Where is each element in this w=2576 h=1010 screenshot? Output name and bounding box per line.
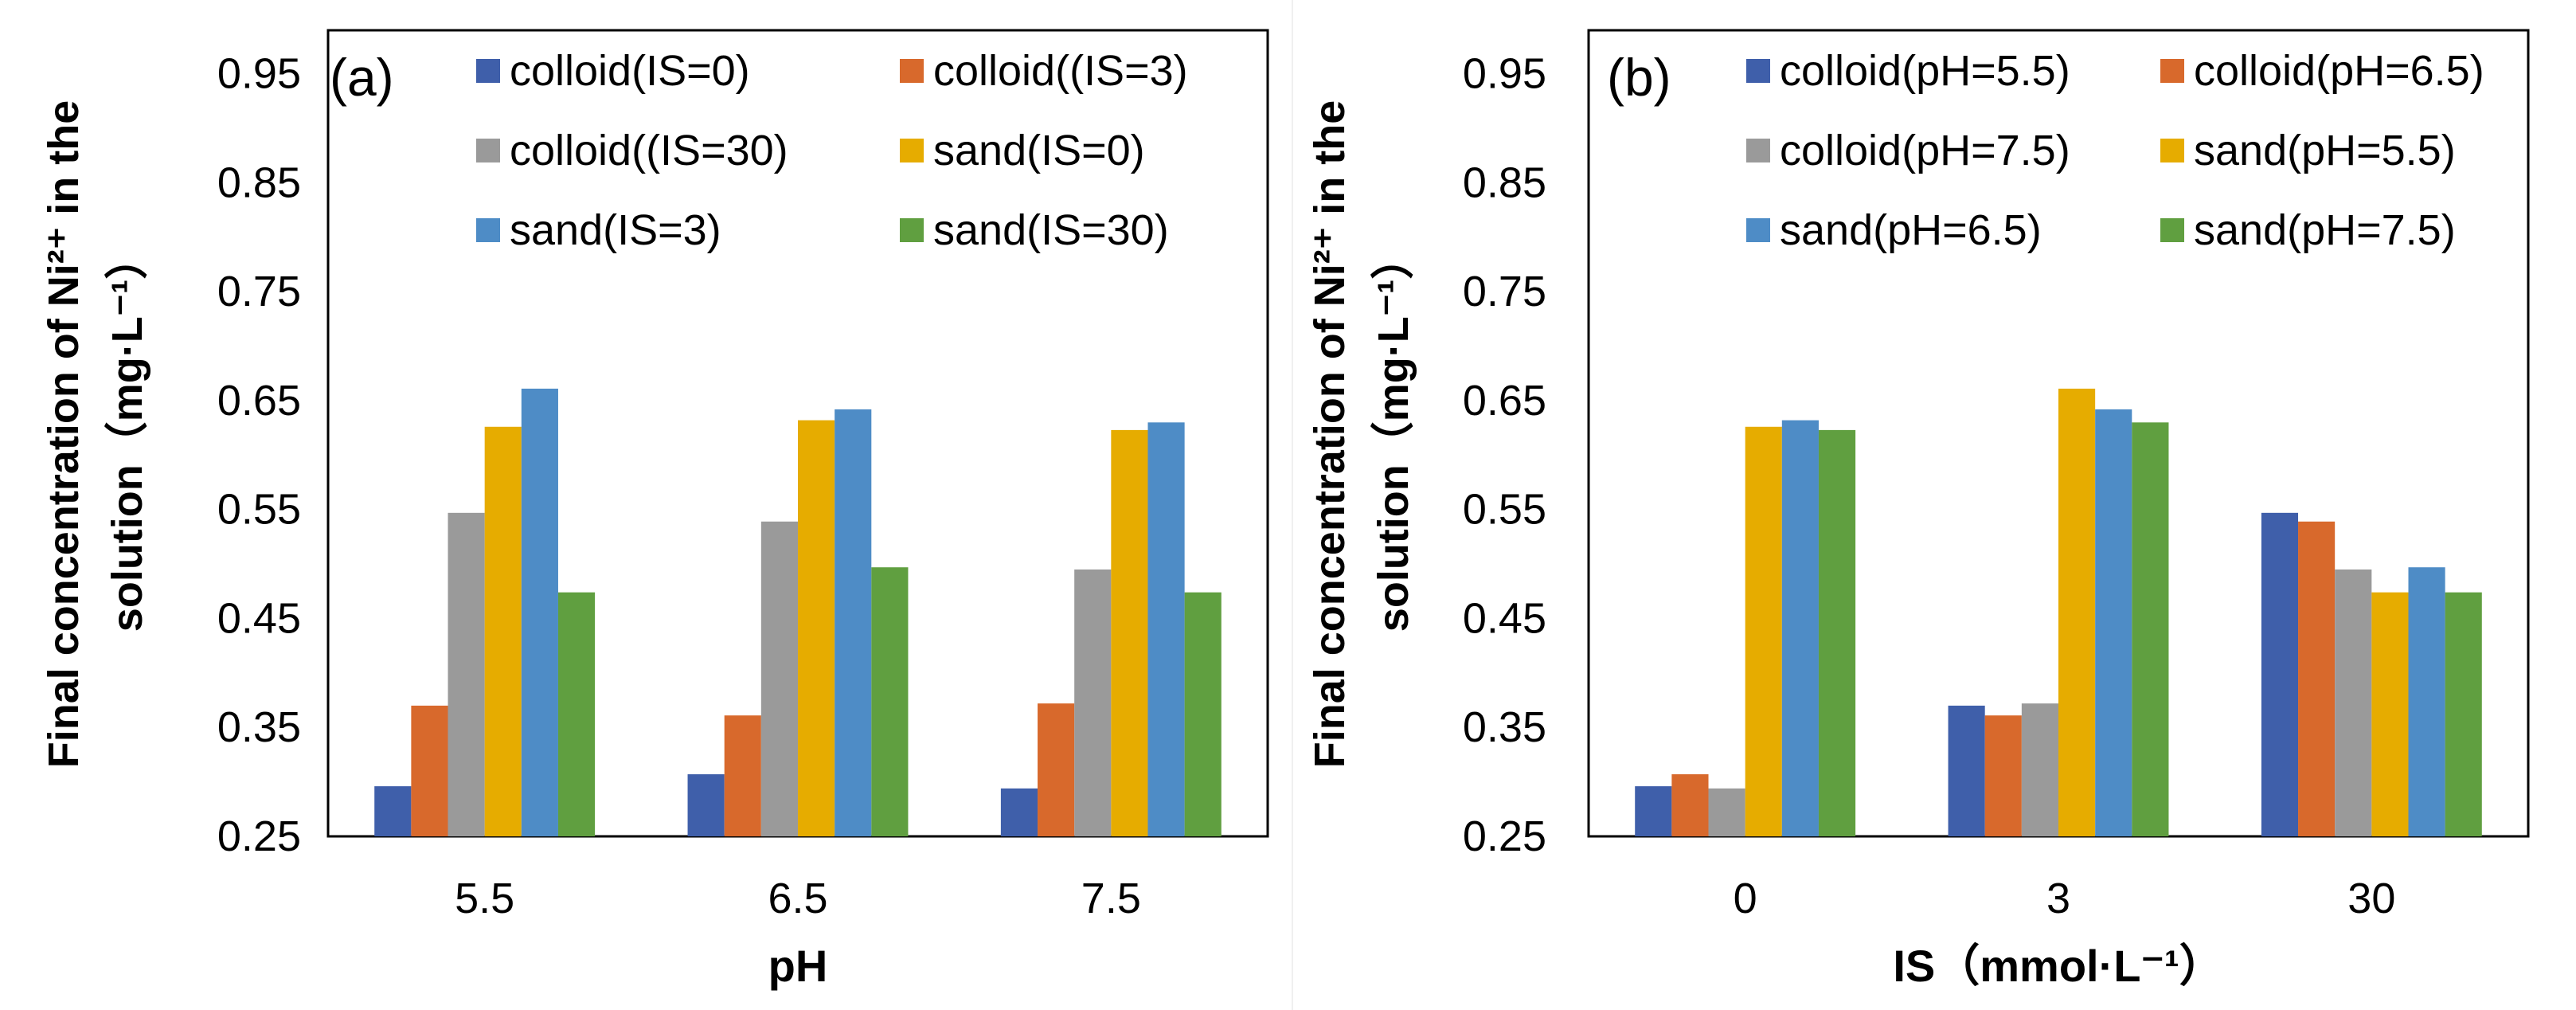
y-tick-label: 0.25: [1463, 812, 1546, 860]
chart-panel-b: 0.25 0.35 0.45 0.55 0.65 0.75 0.85 0.95 Final co…: [1306, 29, 2530, 991]
y-tick-label: 0.35: [1463, 703, 1546, 751]
legend-label: sand(IS=3): [510, 206, 721, 254]
y-axis-label: Final concentration of Ni²⁺ in the soluti…: [1306, 100, 1417, 769]
legend-swatch: [2160, 218, 2184, 242]
legend-swatch: [476, 139, 500, 162]
bar: [687, 774, 725, 836]
legend-swatch: [1746, 59, 1770, 83]
legend: colloid(pH=5.5) colloid(pH=6.5) colloid(pH…: [1746, 47, 2484, 254]
y-axis-label-line2: solution（mg·L⁻¹）: [1370, 237, 1417, 632]
bar: [2261, 512, 2299, 836]
bar: [2298, 521, 2336, 836]
bar: [1984, 715, 2022, 836]
bar: [1948, 705, 1985, 836]
legend-swatch: [476, 218, 500, 242]
legend-label: colloid((IS=30): [510, 127, 788, 174]
bar: [1147, 422, 1185, 836]
y-axis-label-line2: solution（mg·L⁻¹）: [104, 237, 151, 632]
y-tick-label: 0.65: [1463, 377, 1546, 425]
bar: [1818, 429, 1856, 836]
legend-label: colloid(pH=7.5): [1780, 127, 2070, 174]
panel-label: (a): [330, 48, 394, 107]
bar: [798, 420, 835, 836]
bar: [1635, 786, 1672, 836]
bar: [1184, 592, 1222, 836]
y-tick-label: 0.85: [217, 159, 301, 206]
legend-label: sand(pH=7.5): [2194, 206, 2456, 254]
legend-label: sand(pH=5.5): [2194, 127, 2456, 174]
x-tick-label: 6.5: [768, 875, 827, 922]
y-tick-label: 0.95: [1463, 50, 1546, 98]
y-tick-label: 0.75: [1463, 268, 1546, 315]
y-tick-label: 0.55: [1463, 486, 1546, 534]
chart-panel-a: 0.25 0.35 0.45 0.55 0.65 0.75 0.85 0.95 Final co…: [40, 29, 1269, 991]
bar: [448, 512, 485, 836]
y-axis-label-line1: Final concentration of Ni²⁺ in the: [40, 100, 88, 769]
bar: [835, 409, 872, 836]
y-tick-label: 0.95: [217, 50, 301, 98]
bar: [411, 705, 448, 836]
legend-swatch: [2160, 59, 2184, 83]
bar: [2445, 592, 2482, 836]
bar: [724, 715, 761, 836]
legend-swatch: [1746, 218, 1770, 242]
legend-swatch: [476, 59, 500, 83]
y-tick-label: 0.35: [217, 703, 301, 751]
bar: [2021, 703, 2058, 836]
x-tick-label: 7.5: [1081, 875, 1141, 922]
bar: [1671, 774, 1709, 836]
bar: [1074, 569, 1112, 836]
legend: colloid(IS=0) colloid((IS=3) colloid((IS=3…: [476, 47, 1188, 254]
legend-label: sand(IS=30): [933, 206, 1169, 254]
bar: [1745, 426, 1782, 836]
bar: [557, 592, 596, 836]
y-tick-label: 0.55: [217, 486, 301, 534]
y-tick-label: 0.25: [217, 812, 301, 860]
bar: [484, 426, 522, 836]
legend-swatch: [1746, 139, 1770, 162]
legend-swatch: [2160, 139, 2184, 162]
bar: [871, 567, 909, 836]
bar: [374, 786, 412, 836]
legend-label: colloid(pH=6.5): [2194, 47, 2484, 95]
y-tick-label: 0.45: [217, 594, 301, 642]
x-axis-label: IS（mmol·L⁻¹）: [1893, 941, 2223, 991]
bar: [2058, 388, 2096, 837]
bar: [1111, 429, 1148, 836]
x-tick-label: 30: [2347, 875, 2395, 922]
bar: [2408, 567, 2445, 836]
bar: [2335, 569, 2372, 836]
y-tick-label: 0.85: [1463, 159, 1546, 206]
panel-divider: [1292, 0, 1293, 1010]
legend-swatch: [900, 139, 924, 162]
legend-swatch: [900, 59, 924, 83]
x-tick-label: 3: [2046, 875, 2070, 922]
y-tick-label: 0.65: [217, 377, 301, 425]
bar: [2095, 409, 2132, 836]
x-tick-label: 5.5: [455, 875, 514, 922]
panel-label: (b): [1607, 48, 1671, 107]
legend-label: colloid(pH=5.5): [1780, 47, 2070, 95]
bar: [2132, 422, 2169, 836]
bar: [2371, 592, 2409, 836]
y-tick-label: 0.45: [1463, 594, 1546, 642]
bar: [1038, 703, 1075, 836]
bar: [1708, 788, 1745, 836]
legend-label: colloid(IS=0): [510, 47, 750, 95]
legend-label: sand(pH=6.5): [1780, 206, 2042, 254]
x-tick-label: 0: [1734, 875, 1757, 922]
y-axis-label: Final concentration of Ni²⁺ in the soluti…: [40, 100, 151, 769]
bar: [760, 521, 798, 836]
y-axis-label-line1: Final concentration of Ni²⁺ in the: [1306, 100, 1354, 769]
legend-swatch: [900, 218, 924, 242]
bar: [1781, 420, 1819, 836]
x-axis-label: pH: [768, 941, 828, 991]
legend-label: sand(IS=0): [933, 127, 1145, 174]
bar: [1000, 788, 1038, 836]
bar: [521, 388, 558, 837]
legend-label: colloid((IS=3): [933, 47, 1188, 95]
y-tick-label: 0.75: [217, 268, 301, 315]
